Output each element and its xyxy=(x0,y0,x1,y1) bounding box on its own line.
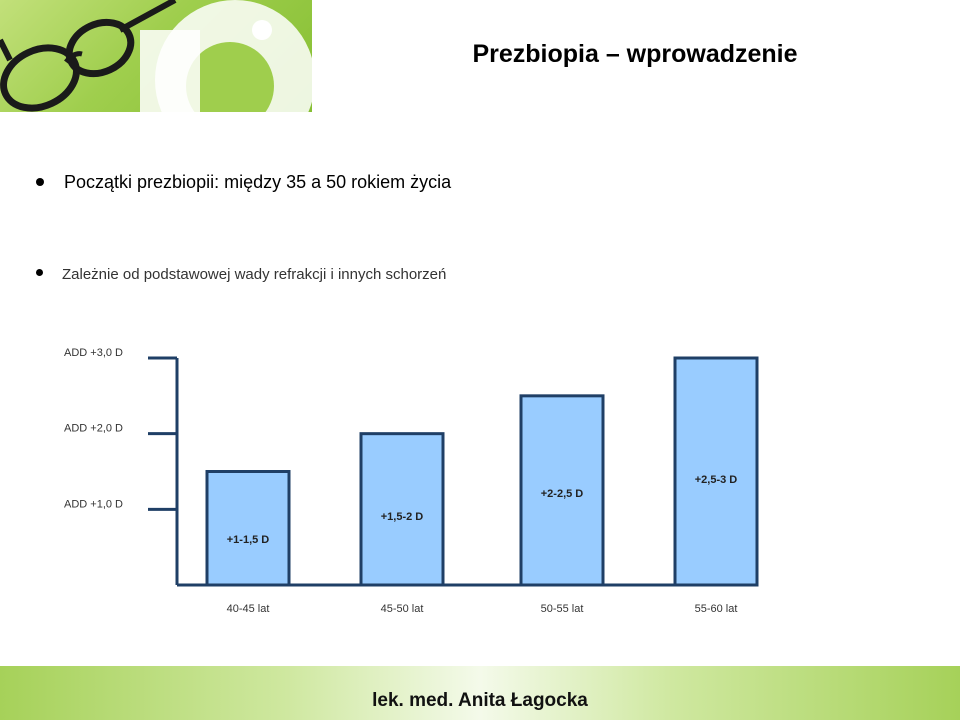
bar xyxy=(519,394,605,587)
glasses-icon xyxy=(0,0,312,112)
bar-data-label: +1-1,5 D xyxy=(227,534,270,546)
footer-bar: lek. med. Anita Łagocka xyxy=(0,666,960,720)
slide-title: Prezbiopia – wprowadzenie xyxy=(472,40,798,68)
bullet-2-text: Zależnie od podstawowej wady refrakcji i… xyxy=(62,266,447,283)
bar-data-label: +2-2,5 D xyxy=(541,488,584,500)
bar xyxy=(673,356,759,587)
x-category-label: 40-45 lat xyxy=(227,603,270,615)
x-category-label: 45-50 lat xyxy=(381,603,424,615)
x-category-label: 55-60 lat xyxy=(695,603,738,615)
y-tick-label: ADD +2,0 D xyxy=(64,423,123,435)
y-tick-label: ADD +3,0 D xyxy=(64,347,123,359)
y-tick-label: ADD +1,0 D xyxy=(64,498,123,510)
bar xyxy=(205,470,291,587)
bar-data-label: +1,5-2 D xyxy=(381,511,424,523)
bullet-dot xyxy=(36,269,43,276)
bullet-1-text: Początki prezbiopii: między 35 a 50 roki… xyxy=(64,172,452,192)
hero-image xyxy=(0,0,312,112)
x-category-label: 50-55 lat xyxy=(541,603,584,615)
bar xyxy=(359,432,445,587)
presbyopia-bar-chart: ADD +1,0 D ADD +2,0 D ADD +3,0 D +1-1,5 D 40… xyxy=(64,347,759,615)
footer-author: lek. med. Anita Łagocka xyxy=(372,690,588,711)
bar-data-label: +2,5-3 D xyxy=(695,474,738,486)
bullet-dot xyxy=(36,178,44,186)
